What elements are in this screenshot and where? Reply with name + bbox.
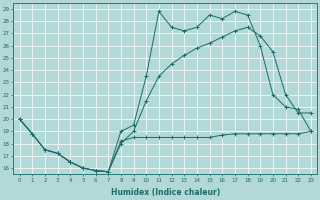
X-axis label: Humidex (Indice chaleur): Humidex (Indice chaleur) xyxy=(111,188,220,197)
